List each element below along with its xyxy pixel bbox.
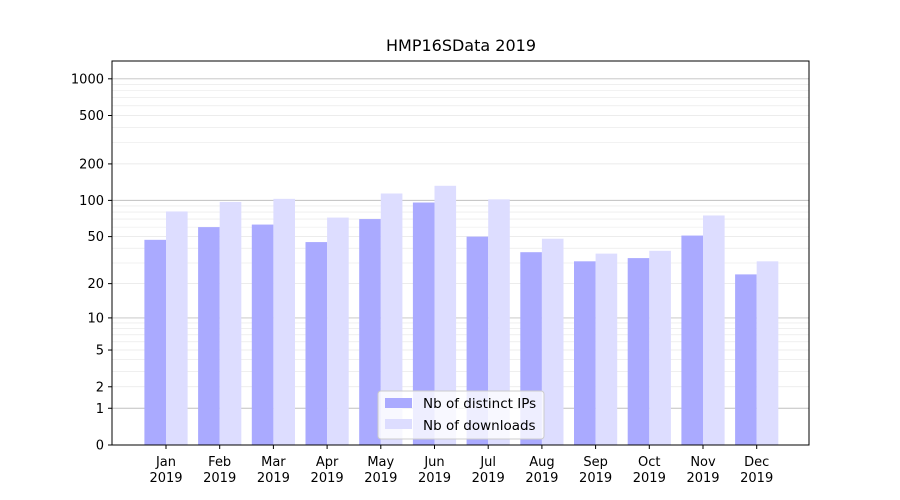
legend-box bbox=[377, 390, 545, 440]
bar-downloads bbox=[434, 185, 457, 445]
x-tick-label-month: Mar bbox=[261, 455, 286, 470]
bar-downloads bbox=[380, 193, 403, 445]
bar-distinct-ips bbox=[305, 242, 328, 445]
bar-downloads bbox=[703, 215, 725, 445]
y-tick-label: 1000 bbox=[71, 72, 104, 87]
bar-distinct-ips bbox=[681, 235, 703, 445]
bar-distinct-ips bbox=[627, 258, 650, 445]
x-tick-label-year: 2019 bbox=[257, 471, 290, 486]
x-tick-label-year: 2019 bbox=[579, 471, 612, 486]
x-tick-label-month: Dec bbox=[744, 455, 769, 470]
y-tick-label: 20 bbox=[87, 277, 104, 292]
x-tick-label-year: 2019 bbox=[472, 471, 505, 486]
legend-swatch-downloads bbox=[385, 419, 412, 429]
x-tick-label-year: 2019 bbox=[418, 471, 451, 486]
chart-title: HMP16SData 2019 bbox=[386, 36, 536, 55]
y-tick-label: 500 bbox=[79, 109, 104, 124]
legend: Nb of distinct IPs Nb of downloads bbox=[377, 390, 545, 440]
y-tick-label: 10 bbox=[87, 311, 104, 326]
y-tick-label: 1 bbox=[96, 402, 104, 417]
bar-distinct-ips bbox=[144, 239, 166, 445]
y-tick-label: 2 bbox=[96, 380, 104, 395]
y-tick-label: 0 bbox=[96, 439, 104, 454]
bar-distinct-ips bbox=[574, 261, 596, 445]
x-tick-label-month: Sep bbox=[583, 455, 608, 470]
legend-swatch-distinct-ips bbox=[385, 398, 412, 408]
bar-distinct-ips bbox=[735, 274, 757, 445]
y-axis: 0 1 2 5 10 20 50 100 200 500 1000 bbox=[71, 72, 112, 454]
x-tick-label-month: Apr bbox=[316, 455, 339, 470]
x-tick-label-year: 2019 bbox=[633, 471, 666, 486]
bar-distinct-ips bbox=[251, 224, 274, 445]
bar-distinct-ips bbox=[198, 227, 220, 445]
x-tick-label-month: Aug bbox=[529, 455, 554, 470]
x-tick-label-year: 2019 bbox=[686, 471, 719, 486]
x-tick-label-year: 2019 bbox=[525, 471, 558, 486]
x-tick-label-month: May bbox=[367, 455, 394, 470]
legend-label-distinct-ips: Nb of distinct IPs bbox=[423, 396, 536, 412]
x-tick-label-month: Jan bbox=[155, 455, 176, 470]
y-tick-label: 50 bbox=[87, 230, 104, 245]
x-tick-label-year: 2019 bbox=[311, 471, 344, 486]
x-tick-label-month: Jul bbox=[479, 455, 496, 470]
bar-downloads bbox=[649, 250, 671, 445]
x-axis: Jan2019Feb2019Mar2019Apr2019May2019Jun20… bbox=[149, 445, 773, 486]
bar-downloads bbox=[273, 198, 295, 445]
x-tick-label-month: Nov bbox=[690, 455, 716, 470]
bar-downloads bbox=[595, 253, 618, 445]
x-tick-label-month: Feb bbox=[208, 455, 231, 470]
bar-downloads bbox=[756, 261, 779, 445]
bar-downloads bbox=[541, 238, 564, 445]
y-tick-label: 5 bbox=[96, 344, 104, 359]
bar-distinct-ips bbox=[359, 219, 381, 445]
y-tick-label: 200 bbox=[79, 157, 104, 172]
bar-downloads bbox=[488, 199, 510, 445]
x-tick-label-year: 2019 bbox=[364, 471, 397, 486]
bar-downloads bbox=[327, 217, 349, 445]
bar-distinct-ips bbox=[412, 202, 435, 445]
bar-downloads bbox=[166, 211, 188, 445]
x-tick-label-year: 2019 bbox=[740, 471, 773, 486]
legend-label-downloads: Nb of downloads bbox=[423, 418, 536, 434]
y-tick-label: 100 bbox=[79, 194, 104, 209]
x-tick-label-year: 2019 bbox=[203, 471, 236, 486]
x-tick-label-month: Oct bbox=[638, 455, 660, 470]
plot-frame bbox=[111, 60, 810, 446]
x-tick-label-year: 2019 bbox=[149, 471, 182, 486]
x-tick-label-month: Jun bbox=[423, 455, 444, 470]
bar-downloads bbox=[219, 201, 242, 445]
